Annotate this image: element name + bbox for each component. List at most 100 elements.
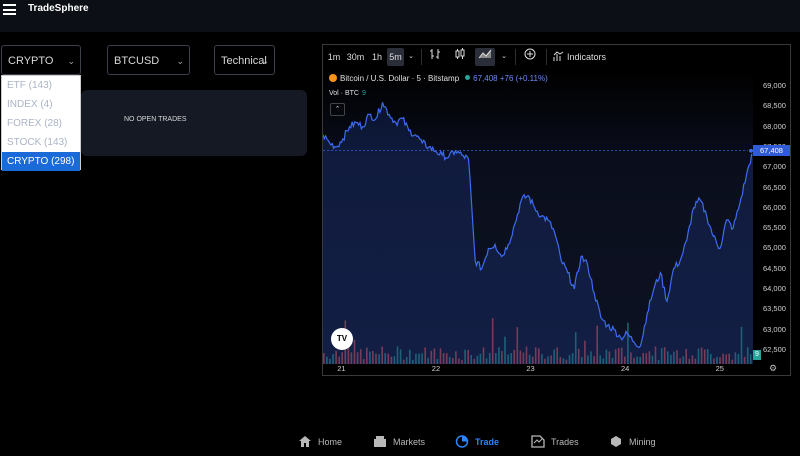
volume-bar <box>393 356 396 364</box>
add-compare-icon[interactable] <box>522 48 538 66</box>
volume-bar <box>519 350 522 364</box>
volume-bar <box>470 355 472 364</box>
legend-price: 67,408 <box>473 74 498 83</box>
y-tick-label: 63,500 <box>763 304 786 314</box>
volume-bar <box>608 351 611 364</box>
chevron-down-icon: ⌄ <box>261 56 269 66</box>
collapse-legend-icon[interactable]: ⌃ <box>330 103 345 116</box>
volume-bar <box>421 353 423 364</box>
candlestick-icon[interactable] <box>453 48 467 66</box>
volume-bar <box>439 348 442 364</box>
trades-icon <box>531 435 545 448</box>
interval-1h-button[interactable]: 1h <box>371 52 382 62</box>
tradingview-logo[interactable]: TV <box>331 328 353 350</box>
interval-1m-button[interactable]: 1m <box>327 52 341 62</box>
volume-bar <box>731 359 734 364</box>
volume-bar <box>743 356 746 364</box>
volume-bar <box>415 353 417 364</box>
symbol-select[interactable]: BTCUSD ⌄ <box>107 45 190 75</box>
market-select[interactable]: CRYPTO (298) ⌄ <box>1 45 81 97</box>
legend-change: +76 (+0.11%) <box>499 74 548 83</box>
interval-5m-button[interactable]: 5m <box>387 48 404 66</box>
volume-bar <box>602 358 605 364</box>
nav-trades[interactable]: Trades <box>531 435 579 448</box>
price-line-chart <box>322 102 754 365</box>
volume-bar <box>467 350 469 364</box>
volume-bar <box>663 347 666 364</box>
volume-bar <box>559 356 562 364</box>
dropdown-option-forex[interactable]: FOREX (28) <box>7 118 63 129</box>
volume-bar <box>710 354 712 364</box>
volume-bar <box>737 354 740 364</box>
volume-bar <box>596 325 598 364</box>
volume-bar <box>734 352 737 364</box>
volume-bar <box>657 360 660 364</box>
volume-bar <box>636 356 638 364</box>
volume-bar <box>553 349 555 364</box>
volume-bar <box>402 359 405 364</box>
volume-bar <box>362 358 365 364</box>
volume-bar <box>534 347 537 364</box>
interval-chevron-down-icon[interactable]: ⌄ <box>408 53 414 60</box>
home-icon <box>299 436 311 447</box>
volume-bar <box>399 349 402 364</box>
volume-bar <box>427 357 429 364</box>
x-tick-label: 22 <box>431 364 441 373</box>
mode-select[interactable]: Technical ⌄ <box>214 45 275 75</box>
area-chart-icon[interactable] <box>475 48 495 66</box>
volume-bar <box>550 355 552 364</box>
bottom-navigation: Home Markets Trade Trades Mining <box>0 430 800 456</box>
chart-type-chevron-down-icon[interactable]: ⌄ <box>501 53 507 60</box>
dropdown-option-etf[interactable]: ETF (143) <box>7 80 53 91</box>
price-axis[interactable]: 69,00068,50068,00067,50067,00066,50066,0… <box>753 70 790 364</box>
volume-bar <box>749 354 752 364</box>
interval-30m-button[interactable]: 30m <box>346 52 365 62</box>
time-axis[interactable]: 21 22 23 24 25 <box>323 364 790 376</box>
bar-chart-type-icon[interactable] <box>428 48 442 66</box>
chart-settings-gear-icon[interactable]: ⚙ <box>769 363 778 373</box>
y-tick-label: 66,500 <box>763 182 786 192</box>
dropdown-option-stock[interactable]: STOCK (143) <box>7 137 68 148</box>
chart-legend-symbol: Bitcoin / U.S. Dollar · 5 · Bitstamp 67,4… <box>329 74 548 83</box>
x-tick-label: 23 <box>526 364 535 373</box>
volume-bar <box>725 354 727 364</box>
nav-home[interactable]: Home <box>298 435 342 448</box>
open-trades-panel <box>81 90 307 156</box>
volume-bar <box>409 349 411 364</box>
volume-bar <box>740 326 743 364</box>
chart-plot-area[interactable] <box>322 70 754 365</box>
indicators-button[interactable]: Indicators <box>553 48 613 66</box>
volume-bar <box>335 350 337 364</box>
price-chart: 1m 30m 1h 5m ⌄ ⌄ Indicators <box>322 44 791 376</box>
market-dropdown-list: ETF (143) INDEX (4) FOREX (28) STOCK (14… <box>1 75 81 171</box>
volume-bar <box>433 348 436 364</box>
dropdown-option-crypto[interactable]: CRYPTO (298) <box>2 152 80 171</box>
volume-bar <box>645 353 648 364</box>
nav-mining[interactable]: Mining <box>609 435 656 448</box>
volume-bar <box>691 355 694 364</box>
volume-bar <box>581 357 583 364</box>
volume-bar <box>525 346 528 364</box>
y-tick-label: 69,000 <box>763 81 786 91</box>
nav-trade[interactable]: Trade <box>455 435 499 448</box>
volume-bar <box>667 351 669 364</box>
x-tick-label: 24 <box>621 364 630 373</box>
volume-bar <box>455 351 457 364</box>
volume-bar <box>682 356 684 364</box>
volume-bars <box>323 318 752 364</box>
nav-home-label: Home <box>318 437 343 447</box>
volume-bar <box>396 346 399 364</box>
volume-bar <box>513 349 515 364</box>
nav-markets[interactable]: Markets <box>373 435 425 448</box>
volume-bar <box>676 350 678 364</box>
volume-bar <box>694 358 697 364</box>
dropdown-option-index[interactable]: INDEX (4) <box>7 99 53 110</box>
volume-bar <box>473 358 476 364</box>
volume-bar <box>565 359 568 364</box>
volume-bar <box>547 356 549 364</box>
hamburger-menu-icon[interactable] <box>3 4 16 15</box>
volume-bar <box>464 349 466 364</box>
y-tick-label: 68,000 <box>763 121 786 131</box>
volume-bar <box>375 353 377 364</box>
y-tick-label: 68,500 <box>763 101 786 111</box>
